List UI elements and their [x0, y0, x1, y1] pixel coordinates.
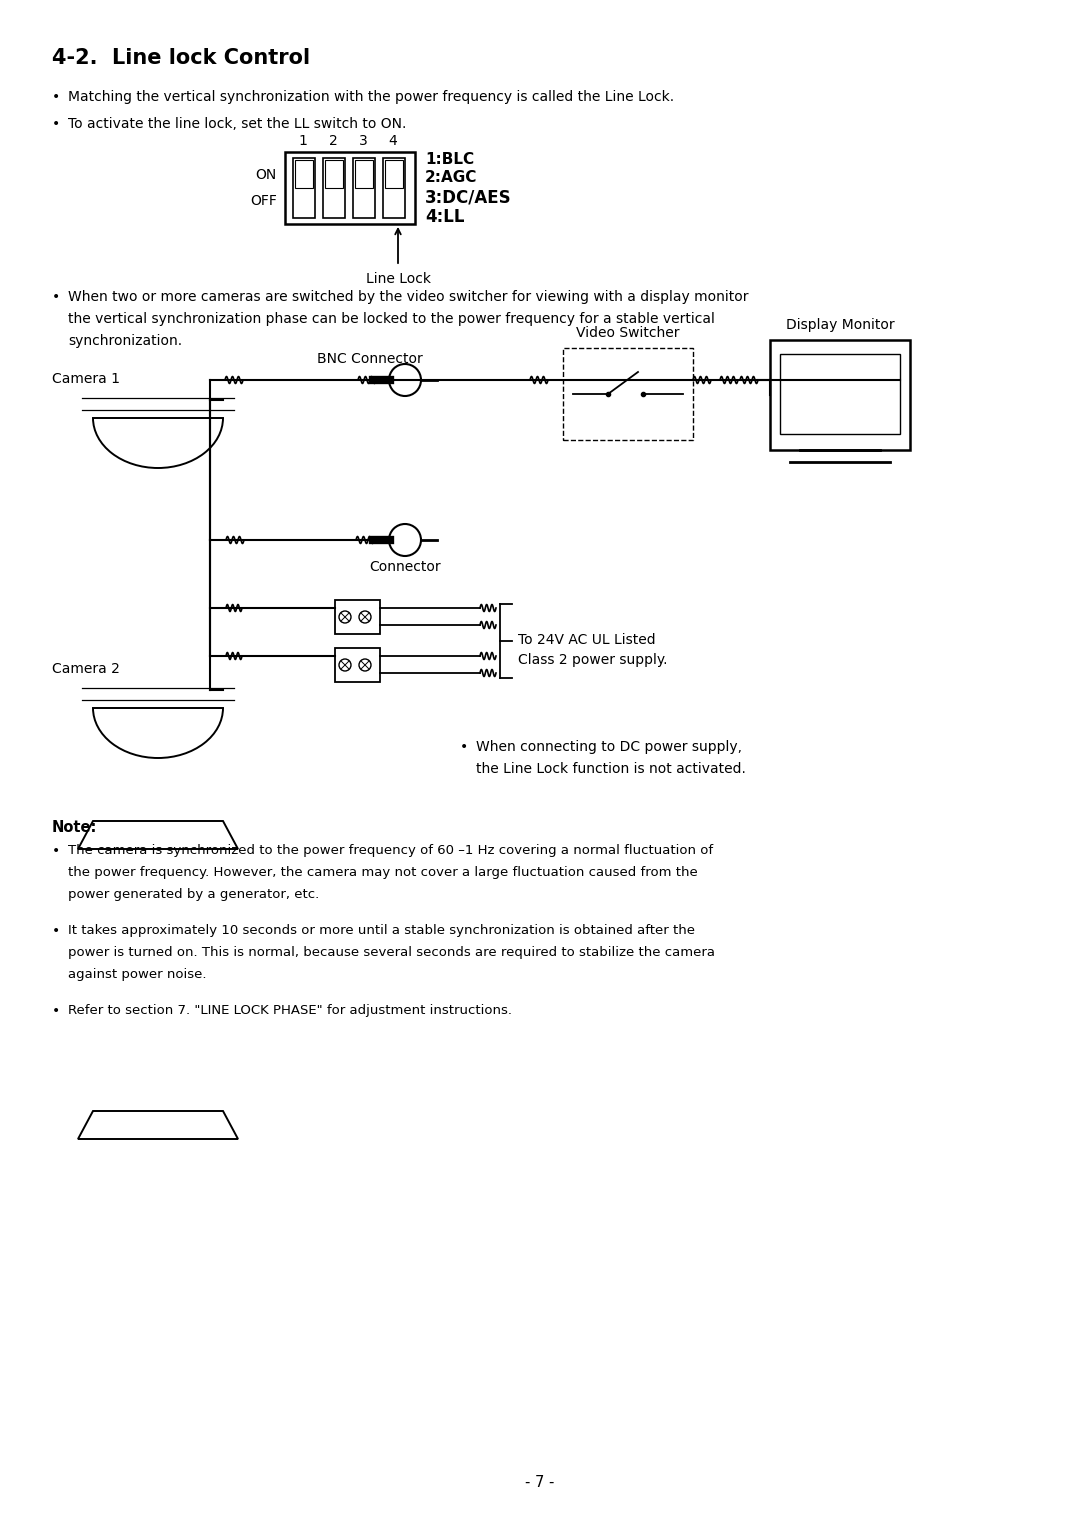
Text: Matching the vertical synchronization with the power frequency is called the Lin: Matching the vertical synchronization wi… — [68, 90, 674, 104]
Text: Camera 2: Camera 2 — [52, 662, 120, 676]
Text: Camera 1: Camera 1 — [52, 372, 120, 385]
Text: 2: 2 — [328, 135, 337, 148]
Text: 4: 4 — [389, 135, 397, 148]
Text: Line Lock: Line Lock — [365, 272, 431, 286]
Bar — [780, 355, 900, 434]
Bar — [384, 161, 403, 188]
Text: •: • — [52, 118, 60, 131]
Text: 1:BLC: 1:BLC — [426, 151, 474, 167]
Text: It takes approximately 10 seconds or more until a stable synchronization is obta: It takes approximately 10 seconds or mor… — [68, 924, 696, 937]
Bar — [563, 349, 693, 440]
Text: Connector: Connector — [369, 560, 441, 573]
Text: 3:DC/AES: 3:DC/AES — [426, 188, 512, 206]
Text: ON: ON — [256, 168, 276, 182]
Text: 2:AGC: 2:AGC — [426, 170, 477, 185]
Text: power generated by a generator, etc.: power generated by a generator, etc. — [68, 888, 320, 901]
Text: To 24V AC UL Listed: To 24V AC UL Listed — [518, 633, 656, 647]
Bar — [335, 648, 380, 682]
Text: synchronization.: synchronization. — [68, 333, 183, 349]
Bar — [335, 599, 380, 635]
Text: OFF: OFF — [251, 194, 276, 208]
Text: When connecting to DC power supply,: When connecting to DC power supply, — [476, 740, 742, 754]
Bar — [325, 161, 343, 188]
Text: Video Switcher: Video Switcher — [577, 326, 679, 339]
Bar — [323, 157, 345, 219]
Text: 1: 1 — [298, 135, 308, 148]
Text: the Line Lock function is not activated.: the Line Lock function is not activated. — [476, 761, 746, 777]
Text: the power frequency. However, the camera may not cover a large fluctuation cause: the power frequency. However, the camera… — [68, 865, 698, 879]
Bar — [770, 339, 910, 450]
Text: •: • — [52, 1005, 60, 1018]
Text: •: • — [52, 844, 60, 858]
Text: To activate the line lock, set the LL switch to ON.: To activate the line lock, set the LL sw… — [68, 118, 406, 131]
Bar — [293, 157, 315, 219]
Text: •: • — [52, 90, 60, 104]
Text: Display Monitor: Display Monitor — [785, 318, 894, 332]
Text: •: • — [52, 291, 60, 304]
Text: - 7 -: - 7 - — [525, 1475, 555, 1489]
Text: BNC Connector: BNC Connector — [318, 352, 423, 365]
Text: 4:LL: 4:LL — [426, 208, 464, 226]
Bar — [383, 157, 405, 219]
Text: against power noise.: against power noise. — [68, 968, 206, 982]
Bar — [353, 157, 375, 219]
Text: When two or more cameras are switched by the video switcher for viewing with a d: When two or more cameras are switched by… — [68, 291, 748, 304]
Text: The camera is synchronized to the power frequency of 60 –1 Hz covering a normal : The camera is synchronized to the power … — [68, 844, 713, 856]
Text: 3: 3 — [359, 135, 367, 148]
Bar — [285, 151, 415, 225]
Text: Note:: Note: — [52, 820, 97, 835]
Bar — [355, 161, 373, 188]
Text: •: • — [52, 924, 60, 937]
Text: •: • — [460, 740, 469, 754]
Text: Refer to section 7. "LINE LOCK PHASE" for adjustment instructions.: Refer to section 7. "LINE LOCK PHASE" fo… — [68, 1005, 512, 1017]
Text: 4-2.  Line lock Control: 4-2. Line lock Control — [52, 47, 310, 67]
Bar — [295, 161, 313, 188]
Text: power is turned on. This is normal, because several seconds are required to stab: power is turned on. This is normal, beca… — [68, 946, 715, 959]
Text: Class 2 power supply.: Class 2 power supply. — [518, 653, 667, 667]
Text: the vertical synchronization phase can be locked to the power frequency for a st: the vertical synchronization phase can b… — [68, 312, 715, 326]
